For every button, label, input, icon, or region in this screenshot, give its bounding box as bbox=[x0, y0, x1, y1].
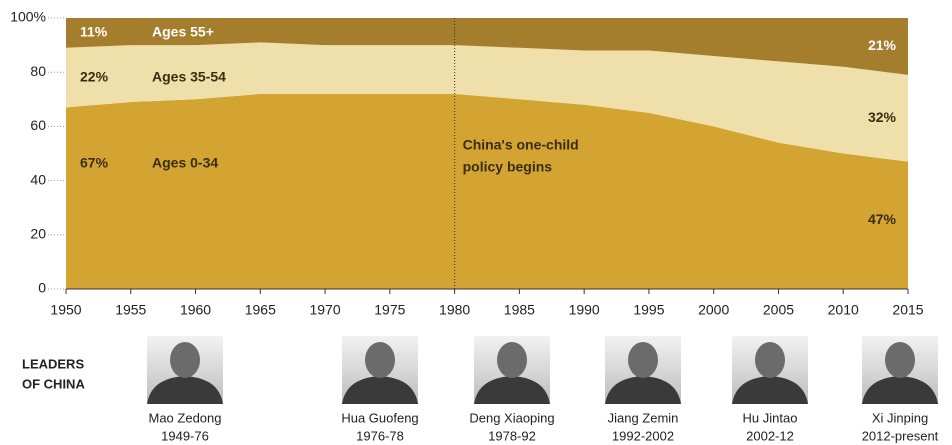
leader-years: 2012-present bbox=[862, 428, 939, 443]
series-label: Ages 0-34 bbox=[152, 154, 218, 170]
leaders-title: OF CHINA bbox=[22, 376, 85, 391]
leader-photo bbox=[862, 336, 938, 404]
x-tick-label: 1990 bbox=[569, 302, 600, 318]
leader-name: Mao Zedong bbox=[149, 410, 222, 425]
x-tick-label: 1995 bbox=[633, 302, 664, 318]
leader-photo bbox=[147, 336, 223, 404]
value-label: 21% bbox=[868, 37, 897, 53]
x-tick-label: 2005 bbox=[763, 302, 794, 318]
photo-head bbox=[628, 342, 658, 378]
area bbox=[66, 18, 908, 75]
value-label: 67% bbox=[80, 154, 109, 170]
annotation: China's one-child bbox=[463, 137, 579, 153]
value-label: 22% bbox=[80, 68, 109, 84]
area bbox=[66, 42, 908, 162]
leader-photo bbox=[342, 336, 418, 404]
leader-photo bbox=[605, 336, 681, 404]
leader-years: 1978-92 bbox=[488, 428, 536, 443]
x-tick-label: 1960 bbox=[180, 302, 211, 318]
leader-name: Xi Jinping bbox=[872, 410, 928, 425]
value-label: 11% bbox=[80, 24, 108, 40]
leader-name: Jiang Zemin bbox=[608, 410, 679, 425]
y-tick-label: 0 bbox=[38, 280, 46, 296]
y-tick-label: 20 bbox=[30, 226, 46, 242]
x-tick-label: 2000 bbox=[698, 302, 729, 318]
leader-name: Deng Xiaoping bbox=[469, 410, 554, 425]
leader-years: 1976-78 bbox=[356, 428, 404, 443]
photo-head bbox=[170, 342, 200, 378]
leader-name: Hua Guofeng bbox=[341, 410, 418, 425]
x-tick-label: 1975 bbox=[374, 302, 405, 318]
leaders-title: LEADERS bbox=[22, 356, 84, 371]
y-tick-label: 60 bbox=[30, 117, 46, 133]
x-tick-label: 1965 bbox=[245, 302, 276, 318]
photo-body bbox=[605, 376, 681, 404]
photo-body bbox=[732, 376, 808, 404]
x-tick-label: 2010 bbox=[828, 302, 859, 318]
x-tick-label: 1950 bbox=[50, 302, 81, 318]
x-tick-label: 1970 bbox=[309, 302, 340, 318]
series-label: Ages 35-54 bbox=[152, 68, 226, 84]
y-tick-label: 100% bbox=[10, 9, 46, 25]
photo-head bbox=[497, 342, 527, 378]
photo-body bbox=[474, 376, 550, 404]
photo-body bbox=[342, 376, 418, 404]
leader-years: 2002-12 bbox=[746, 428, 794, 443]
leader-photo bbox=[474, 336, 550, 404]
leader-name: Hu Jintao bbox=[743, 410, 798, 425]
photo-head bbox=[755, 342, 785, 378]
y-tick-label: 40 bbox=[30, 171, 46, 187]
photo-head bbox=[365, 342, 395, 378]
area bbox=[66, 93, 908, 289]
photo-head bbox=[885, 342, 915, 378]
value-label: 32% bbox=[868, 109, 897, 125]
x-tick-label: 1980 bbox=[439, 302, 470, 318]
photo-body bbox=[147, 376, 223, 404]
leader-years: 1949-76 bbox=[161, 428, 209, 443]
leader-photo bbox=[732, 336, 808, 404]
x-tick-label: 1955 bbox=[115, 302, 146, 318]
value-label: 47% bbox=[868, 211, 897, 227]
x-tick-label: 2015 bbox=[892, 302, 923, 318]
series-label: Ages 55+ bbox=[152, 24, 214, 40]
leader-years: 1992-2002 bbox=[612, 428, 674, 443]
photo-body bbox=[862, 376, 938, 404]
annotation: policy begins bbox=[463, 159, 553, 175]
x-tick-label: 1985 bbox=[504, 302, 535, 318]
y-tick-label: 80 bbox=[30, 63, 46, 79]
